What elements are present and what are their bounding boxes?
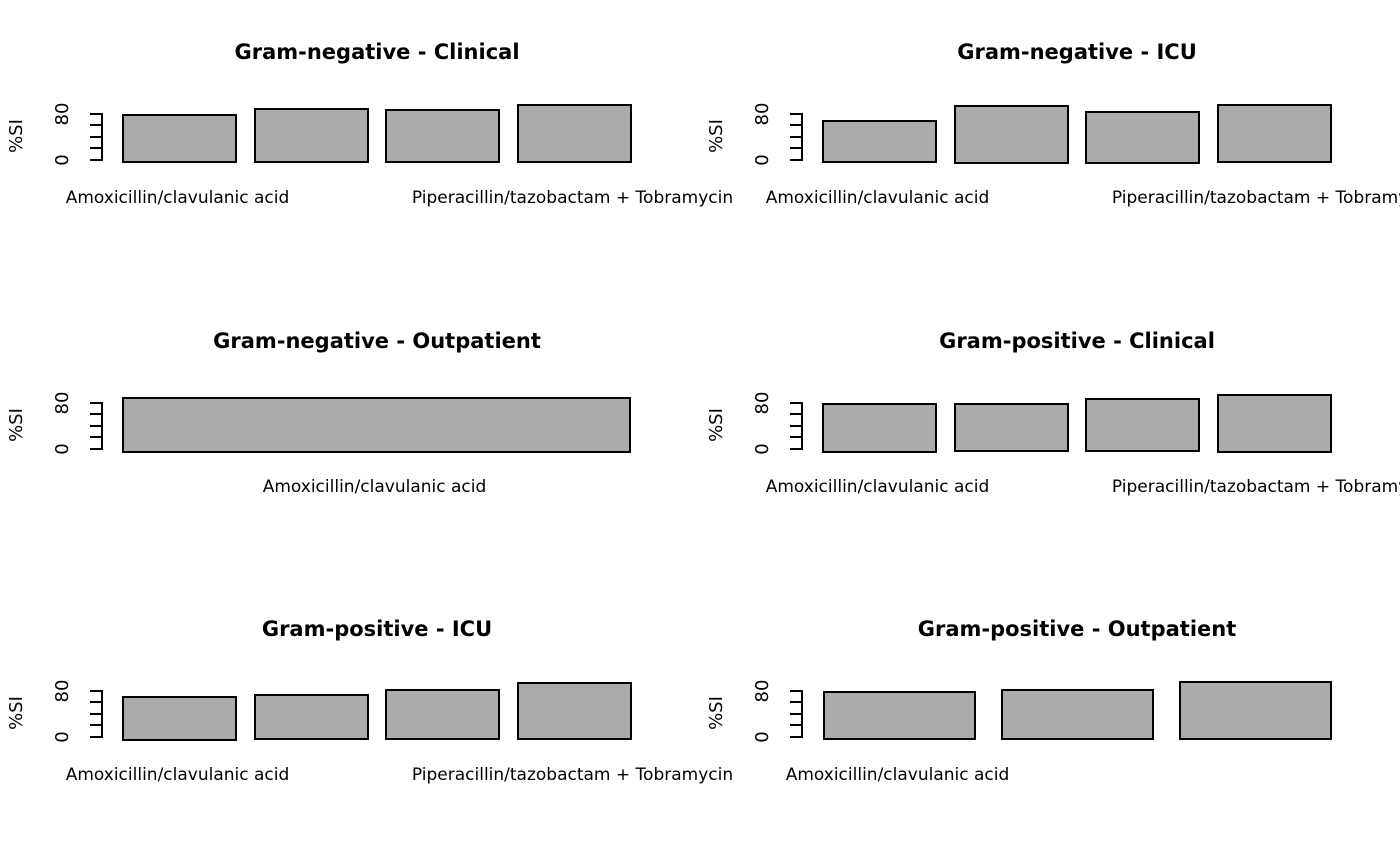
- y-tick-label: 80: [752, 391, 773, 414]
- bar: [122, 114, 237, 164]
- y-axis-tick: [790, 689, 803, 692]
- y-tick-label: 0: [52, 153, 73, 166]
- x-category-label: Amoxicillin/clavulanic acid: [65, 765, 290, 785]
- x-category-label: Amoxicillin/clavulanic acid: [65, 188, 290, 208]
- y-axis-tick: [90, 124, 103, 126]
- bar: [822, 120, 937, 164]
- y-axis-tick: [790, 124, 803, 126]
- chart-cell-gram-negative-outpatient: Gram-negative - Outpatient 0 80 %SI Amoxici…: [0, 289, 700, 578]
- bar: [1179, 681, 1332, 741]
- y-tick-label: 80: [752, 679, 773, 702]
- chart-cell-gram-positive-clinical: Gram-positive - Clinical 0 80 %SI Amoxicill…: [700, 289, 1400, 578]
- bar: [122, 696, 237, 741]
- y-axis-title: %SI: [6, 696, 27, 730]
- y-axis-tick: [90, 712, 103, 715]
- bar: [385, 109, 501, 164]
- y-tick-label: 80: [752, 102, 773, 125]
- bar: [253, 693, 369, 741]
- y-axis-tick: [790, 712, 803, 715]
- bar: [517, 682, 632, 741]
- plot-area: 0 80 %SI Amoxicillin/clavulanic acid Piperac…: [0, 0, 733, 289]
- y-axis-tick: [90, 424, 103, 427]
- bar: [1085, 110, 1201, 164]
- bar: [1001, 688, 1154, 741]
- plot-area: 0 80 %SI Amoxicillin/clavulanic acid Piperac…: [700, 0, 1400, 289]
- y-axis-tick: [90, 689, 103, 692]
- bar: [1217, 393, 1332, 453]
- y-axis-tick: [90, 724, 103, 726]
- x-category-label: Amoxicillin/clavulanic acid: [765, 477, 990, 497]
- chart-cell-gram-negative-icu: Gram-negative - ICU 0 80 %SI Amoxicillin/cl…: [700, 0, 1400, 289]
- y-axis-tick: [790, 436, 803, 438]
- y-axis-tick: [90, 135, 103, 138]
- y-axis-title: %SI: [6, 119, 27, 153]
- plot-area: 0 80 %SI Amoxicillin/clavulanic acid: [700, 577, 1400, 866]
- x-category-label: Piperacillin/tazobactam + Tobramycin: [1111, 477, 1400, 497]
- y-axis-tick: [90, 447, 103, 450]
- chart-title: Gram-positive - ICU: [261, 617, 493, 641]
- y-tick-label: 0: [52, 730, 73, 743]
- bar: [1085, 397, 1201, 453]
- bar: [385, 689, 501, 741]
- x-category-label: Amoxicillin/clavulanic acid: [262, 477, 487, 497]
- chart-title: Gram-positive - Outpatient: [917, 617, 1237, 641]
- x-category-label: Amoxicillin/clavulanic acid: [785, 765, 1010, 785]
- y-axis-tick: [90, 701, 103, 703]
- y-axis-tick: [90, 401, 103, 404]
- y-axis-tick: [790, 135, 803, 138]
- chart-cell-gram-positive-icu: Gram-positive - ICU 0 80 %SI Amoxicillin/cl…: [0, 577, 733, 866]
- bar: [517, 103, 632, 164]
- y-axis-tick: [790, 447, 803, 450]
- chart-cell-gram-negative-clinical: Gram-negative - Clinical 0 80 %SI Amoxicill…: [0, 0, 733, 289]
- y-axis-tick: [790, 413, 803, 415]
- x-category-label: Piperacillin/tazobactam + Tobramycin: [411, 765, 734, 785]
- y-axis-tick: [790, 401, 803, 404]
- x-category-label: Piperacillin/tazobactam + Tobramycin: [411, 188, 734, 208]
- bar: [122, 396, 631, 453]
- y-axis-title: %SI: [6, 408, 27, 442]
- x-category-label: Piperacillin/tazobactam + Tobramycin: [1111, 188, 1400, 208]
- plot-area: 0 80 %SI Amoxicillin/clavulanic acid: [0, 289, 700, 578]
- y-axis-tick: [90, 147, 103, 149]
- y-tick-label: 80: [52, 679, 73, 702]
- chart-cell-gram-positive-outpatient: Gram-positive - Outpatient 0 80 %SI Amoxici…: [700, 577, 1400, 866]
- plot-area: 0 80 %SI Amoxicillin/clavulanic acid Piperac…: [0, 577, 733, 866]
- bar: [253, 108, 369, 164]
- plot-area: 0 80 %SI Amoxicillin/clavulanic acid Piperac…: [700, 289, 1400, 578]
- y-axis-tick: [790, 735, 803, 738]
- y-axis-tick: [90, 112, 103, 115]
- y-tick-label: 80: [52, 102, 73, 125]
- y-axis-tick: [90, 158, 103, 161]
- bar: [1217, 103, 1332, 164]
- bar: [953, 104, 1069, 164]
- y-axis-title: %SI: [706, 408, 727, 442]
- y-axis-tick: [790, 724, 803, 726]
- y-axis-title: %SI: [706, 119, 727, 153]
- y-tick-label: 0: [752, 442, 773, 455]
- y-tick-label: 0: [752, 730, 773, 743]
- y-axis-tick: [790, 158, 803, 161]
- y-axis-tick: [790, 147, 803, 149]
- chart-title: Gram-negative - ICU: [957, 40, 1197, 64]
- y-tick-label: 0: [752, 153, 773, 166]
- y-axis-tick: [790, 112, 803, 115]
- chart-title: Gram-negative - Outpatient: [213, 329, 541, 353]
- y-axis-tick: [90, 413, 103, 415]
- bar: [822, 402, 937, 453]
- bar: [953, 403, 1069, 453]
- y-axis-tick: [790, 424, 803, 427]
- y-axis-tick: [790, 701, 803, 703]
- y-axis-tick: [90, 436, 103, 438]
- x-category-label: Amoxicillin/clavulanic acid: [765, 188, 990, 208]
- y-tick-label: 80: [52, 391, 73, 414]
- bar: [823, 691, 976, 741]
- chart-title: Gram-positive - Clinical: [939, 329, 1215, 353]
- y-tick-label: 0: [52, 442, 73, 455]
- chart-title: Gram-negative - Clinical: [234, 40, 520, 64]
- y-axis-tick: [90, 735, 103, 738]
- y-axis-title: %SI: [706, 696, 727, 730]
